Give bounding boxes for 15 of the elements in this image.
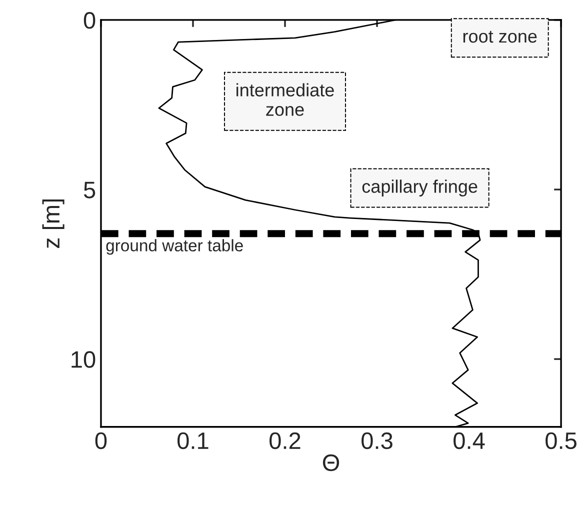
ref-line-label: ground water table [106,239,243,255]
y-tick-label: 0 [84,12,96,29]
y-tick-label: 10 [72,351,96,368]
annotation: root zone [463,30,537,43]
x-tick-label: 0.5 [546,432,576,450]
y-axis-title: z [m] [42,200,64,248]
y-tick-label: 5 [84,182,96,198]
x-tick-label: 0.4 [454,432,485,450]
x-tick-label: 0.1 [178,432,208,450]
x-axis-title: Θ [322,454,340,472]
annotation: intermediate zone [236,83,334,116]
x-tick-label: 0 [95,432,107,450]
x-tick-label: 0.3 [362,432,392,450]
x-tick-label: 0.2 [270,432,300,450]
annotation: capillary fringe [362,180,478,196]
